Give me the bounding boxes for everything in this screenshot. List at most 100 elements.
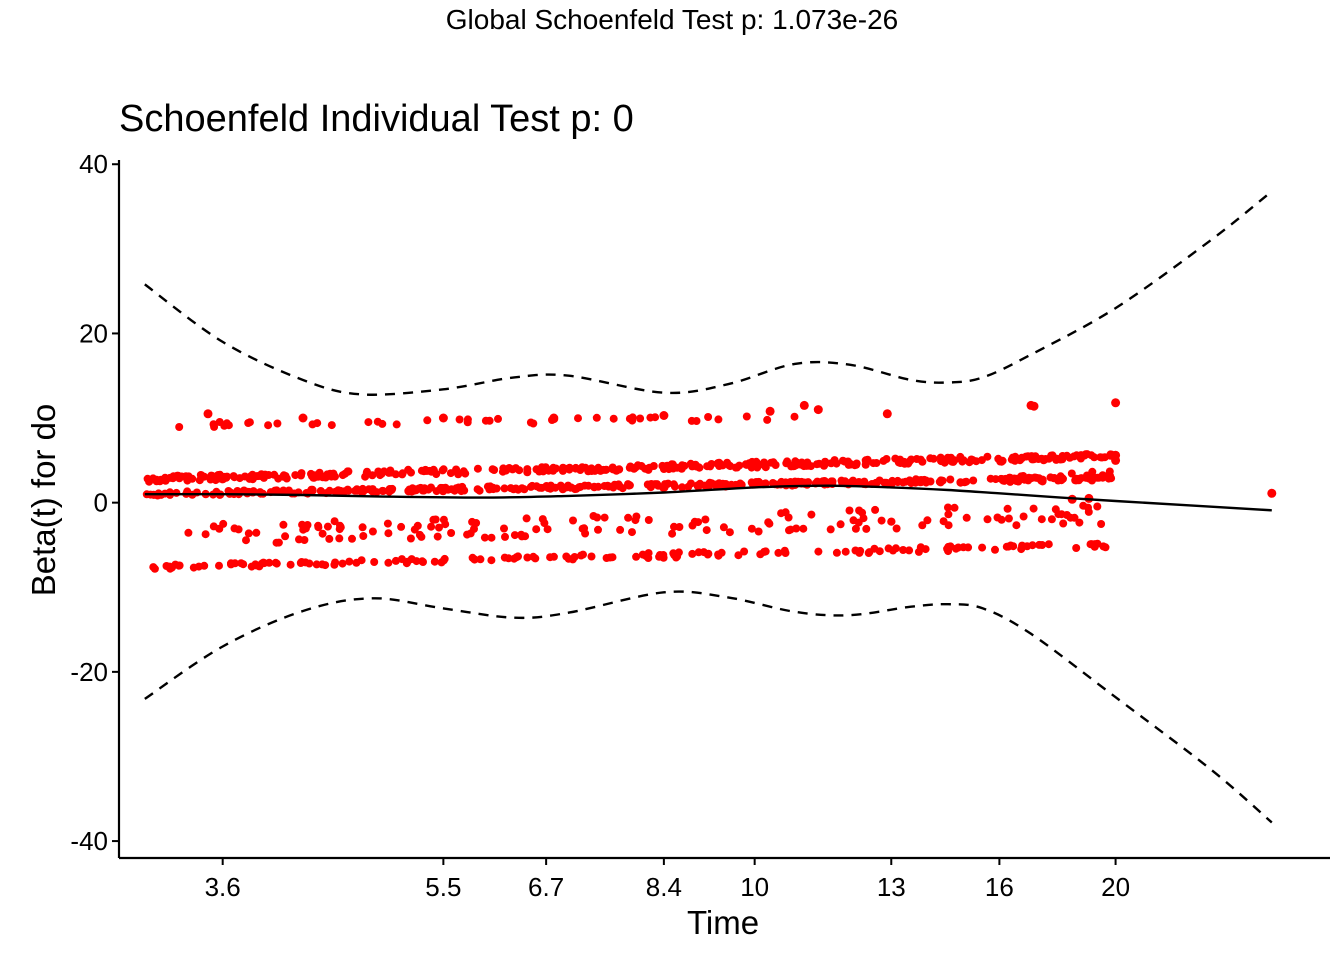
data-point	[1003, 504, 1012, 513]
data-point	[184, 528, 193, 537]
fit-curve-line	[144, 484, 1272, 512]
data-point	[162, 562, 171, 570]
data-point	[1004, 514, 1013, 523]
data-point	[455, 415, 464, 424]
data-point	[727, 480, 736, 489]
data-point	[1029, 401, 1039, 411]
data-point	[618, 484, 627, 493]
data-point	[295, 535, 303, 544]
data-point	[704, 549, 713, 558]
data-point	[447, 529, 456, 537]
data-point	[500, 524, 508, 533]
data-point	[916, 543, 925, 552]
data-point	[702, 526, 711, 535]
data-point	[384, 529, 393, 538]
data-point	[861, 457, 870, 466]
data-point	[210, 422, 219, 431]
data-point	[882, 409, 892, 419]
data-point	[566, 483, 575, 492]
data-point	[879, 456, 888, 465]
data-point	[358, 488, 367, 497]
data-point	[978, 543, 987, 552]
data-point	[694, 518, 703, 527]
data-point	[512, 553, 521, 562]
data-point	[644, 549, 653, 558]
data-point	[983, 515, 992, 524]
data-point	[962, 513, 971, 522]
data-point	[670, 482, 679, 491]
data-point	[882, 478, 891, 487]
data-point	[592, 413, 601, 422]
data-point	[803, 458, 812, 467]
data-point	[977, 456, 986, 465]
data-point	[546, 553, 555, 562]
data-point	[624, 513, 633, 522]
data-point	[1029, 504, 1038, 513]
data-point	[1019, 512, 1028, 521]
data-point	[1075, 518, 1084, 527]
data-point	[747, 462, 756, 471]
data-point	[1093, 539, 1102, 548]
data-point	[1106, 471, 1114, 480]
data-point	[714, 415, 723, 424]
data-point	[701, 515, 710, 524]
data-point	[522, 514, 531, 523]
data-point	[562, 552, 571, 561]
data-point	[327, 421, 336, 430]
data-point	[570, 553, 579, 561]
data-point	[1056, 472, 1065, 481]
data-point	[1071, 476, 1080, 485]
data-point	[997, 474, 1006, 483]
x-tick-label: 20	[1101, 872, 1130, 902]
data-point	[593, 513, 602, 522]
data-point	[608, 553, 617, 562]
data-point	[488, 465, 497, 474]
data-point	[430, 557, 439, 566]
data-point	[742, 412, 751, 421]
data-point	[209, 522, 218, 531]
data-point	[286, 560, 295, 569]
data-point	[194, 562, 203, 571]
data-point	[609, 465, 618, 474]
data-point	[529, 552, 538, 561]
data-point	[595, 465, 604, 474]
data-point	[653, 480, 661, 489]
data-point	[308, 486, 317, 495]
data-point	[547, 481, 555, 490]
data-point	[799, 400, 809, 410]
data-point	[543, 525, 552, 534]
data-point	[441, 520, 450, 529]
data-point	[429, 515, 438, 524]
data-point	[451, 485, 460, 494]
data-point	[169, 474, 177, 483]
data-point	[765, 406, 775, 416]
data-point	[423, 416, 432, 425]
data-point	[264, 421, 273, 430]
data-point	[526, 418, 535, 427]
data-point	[923, 516, 932, 525]
data-point	[1087, 540, 1096, 549]
y-tick-label: 20	[79, 318, 108, 348]
data-point	[877, 516, 886, 525]
data-point	[308, 420, 317, 429]
data-point	[1084, 507, 1093, 516]
data-point	[549, 413, 559, 423]
data-point	[659, 411, 669, 420]
data-point	[845, 506, 854, 515]
data-point	[790, 412, 799, 421]
x-tick-label: 16	[985, 872, 1014, 902]
data-point	[899, 546, 908, 554]
data-point	[734, 551, 743, 560]
data-point	[715, 462, 724, 470]
data-point	[692, 417, 701, 425]
data-point	[855, 548, 864, 557]
data-point	[397, 555, 406, 564]
data-point	[600, 482, 609, 490]
data-point	[230, 473, 239, 482]
data-point	[485, 416, 494, 425]
x-tick-label: 3.6	[205, 872, 241, 902]
data-point	[279, 486, 288, 495]
data-point	[207, 474, 216, 483]
data-point	[470, 555, 479, 564]
data-point	[1062, 511, 1071, 519]
